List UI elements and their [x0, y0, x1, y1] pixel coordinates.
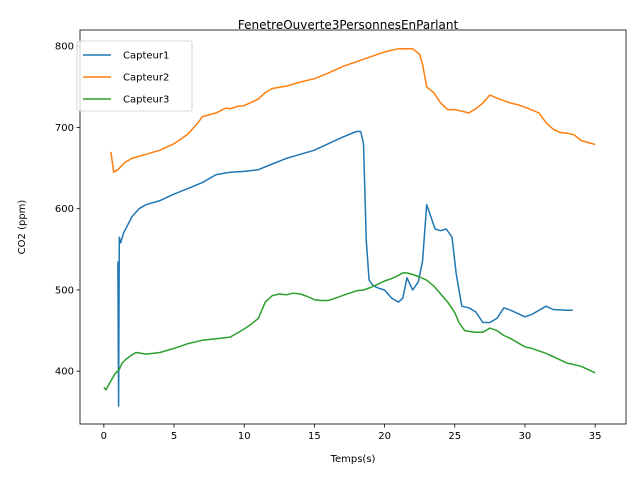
y-tick-label: 800 — [55, 42, 74, 53]
series-line-capteur3 — [103, 272, 596, 391]
legend-box — [76, 40, 193, 112]
y-tick-label: 500 — [55, 285, 74, 296]
x-tick-label: 35 — [589, 431, 602, 442]
x-tick-label: 0 — [101, 431, 107, 442]
y-tick-label: 400 — [55, 367, 74, 378]
x-tick-label: 10 — [238, 431, 251, 442]
x-tick-label: 15 — [308, 431, 321, 442]
y-axis-label: CO2 (ppm) — [17, 200, 28, 255]
y-tick-label: 700 — [55, 123, 74, 134]
x-tick-label: 20 — [378, 431, 391, 442]
x-axis-label: Temps(s) — [330, 454, 376, 465]
series-line-capteur2 — [110, 47, 596, 173]
y-axis: 400 500 600 700 800 — [55, 42, 80, 378]
y-tick-label: 600 — [55, 204, 74, 215]
series-line-capteur1 — [117, 130, 573, 407]
legend-label-capteur3: Capteur3 — [123, 95, 169, 106]
plot-lines — [103, 47, 596, 407]
chart-title: FenetreOuverte3PersonnesEnParlant — [238, 18, 459, 32]
x-axis: 0 5 10 15 20 25 30 35 — [101, 424, 602, 442]
legend-label-capteur2: Capteur2 — [123, 73, 169, 84]
plot-frame — [79, 29, 627, 425]
legend: Capteur1 Capteur2 Capteur3 — [76, 40, 193, 112]
x-tick-label: 30 — [519, 431, 532, 442]
x-tick-label: 25 — [448, 431, 461, 442]
legend-label-capteur1: Capteur1 — [123, 51, 169, 62]
x-tick-label: 5 — [171, 431, 177, 442]
